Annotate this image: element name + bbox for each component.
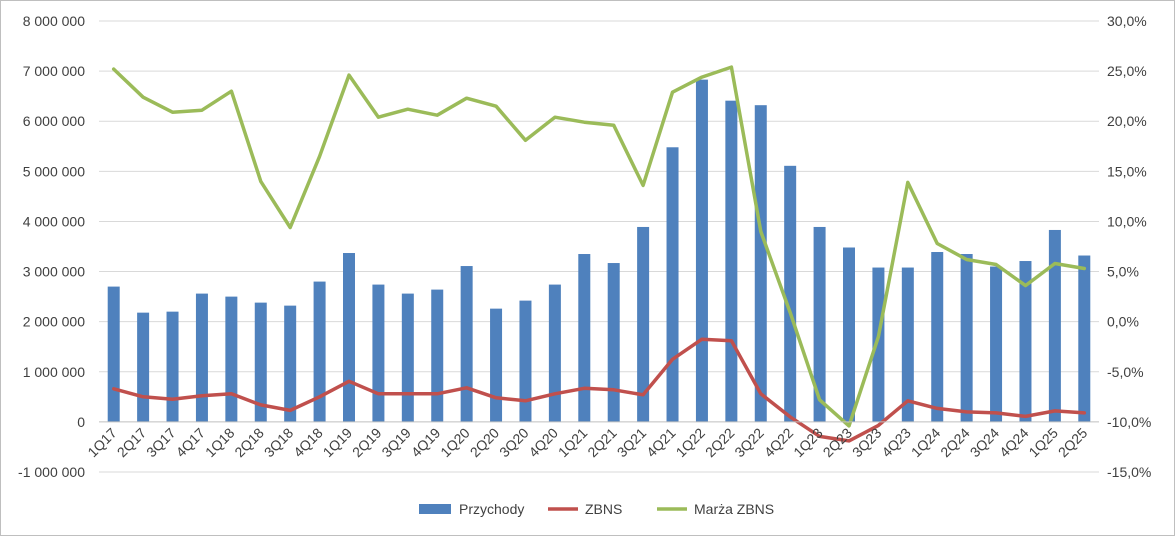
y-left-tick-label: 3 000 000 (23, 264, 85, 280)
bar-przychody (990, 266, 1003, 422)
bar-przychody (343, 253, 355, 422)
bar-przychody (637, 226, 650, 422)
y-left-tick-label: 1 000 000 (23, 364, 85, 380)
x-tick-label: 2Q25 (1055, 425, 1091, 461)
x-tick-label: 1Q24 (908, 425, 944, 461)
bar-przychody (107, 286, 120, 422)
x-tick-label: 4Q18 (290, 425, 326, 461)
x-tick-label: 1Q20 (437, 425, 473, 461)
gridlines (99, 20, 1099, 473)
bar-przychody (695, 79, 708, 422)
bar-przychody (607, 263, 620, 422)
bar-przychody (401, 293, 414, 422)
bar-przychody (901, 267, 914, 422)
y-right-tick-label: -10,0% (1107, 414, 1151, 430)
x-tick-label: 3Q23 (849, 425, 885, 461)
bar-przychody (137, 312, 150, 422)
bar-przychody (431, 289, 444, 422)
x-tick-label: 3Q17 (143, 425, 179, 461)
y-left-tick-label: 8 000 000 (23, 13, 85, 29)
y-right-tick-label: 20,0% (1107, 113, 1147, 129)
y-right-tick-label: 30,0% (1107, 13, 1147, 29)
bar-przychody (1078, 255, 1091, 422)
x-tick-label: 2Q19 (349, 425, 385, 461)
x-tick-label: 1Q25 (1025, 425, 1061, 461)
y-right-tick-label: -15,0% (1107, 464, 1151, 480)
legend-swatch (419, 504, 451, 514)
y-right-tick-label: 25,0% (1107, 63, 1147, 79)
x-tick-label: 4Q24 (996, 425, 1032, 461)
legend-label: Przychody (459, 501, 524, 517)
legend: Przychody ZBNS Marża ZBNS (419, 501, 774, 517)
bar-przychody (372, 284, 385, 422)
y-left-tick-label: 7 000 000 (23, 63, 85, 79)
x-tick-label: 2Q21 (584, 425, 620, 461)
bar-przychody (754, 105, 767, 422)
x-tick-label: 1Q19 (320, 425, 356, 461)
bar-przychody (931, 252, 944, 422)
x-tick-label: 2Q17 (114, 425, 150, 461)
bar-przychody (1048, 229, 1061, 422)
y-left-tick-label: 2 000 000 (23, 314, 85, 330)
bar-przychody (519, 300, 532, 422)
line-mar-a-zbns (111, 65, 1087, 428)
bar-przychody (254, 302, 267, 422)
bar-przychody (872, 267, 885, 422)
x-tick-label: 3Q20 (496, 425, 532, 461)
x-tick-label: 1Q22 (673, 425, 709, 461)
x-tick-label: 3Q22 (731, 425, 767, 461)
x-tick-label: 3Q24 (967, 425, 1003, 461)
x-tick-label: 4Q17 (173, 425, 209, 461)
lines (111, 65, 1087, 443)
bar-przychody (578, 254, 591, 422)
bar-przychody (284, 305, 297, 422)
bar-przychody (490, 308, 503, 422)
bar-przychody (725, 100, 738, 422)
bars-przychody (107, 79, 1091, 422)
bar-przychody (225, 296, 238, 422)
x-tick-label: 3Q21 (614, 425, 650, 461)
x-tick-label: 1Q23 (790, 425, 826, 461)
x-tick-label: 4Q21 (643, 425, 679, 461)
y-left-tick-label: 0 (77, 414, 85, 430)
y-right-tick-label: -5,0% (1107, 364, 1144, 380)
x-tick-label: 2Q22 (702, 425, 738, 461)
x-tick-label: 3Q18 (261, 425, 297, 461)
x-tick-label: 2Q24 (937, 425, 973, 461)
x-tick-label: 3Q19 (378, 425, 414, 461)
bar-przychody (1019, 261, 1032, 422)
bar-przychody (784, 165, 797, 422)
x-tick-label: 4Q19 (408, 425, 444, 461)
y-right-tick-label: 5,0% (1107, 264, 1139, 280)
bar-przychody (813, 226, 826, 422)
x-tick-label: 2Q18 (231, 425, 267, 461)
x-tick-label: 1Q18 (202, 425, 238, 461)
bar-przychody (548, 284, 561, 422)
x-tick-label: 1Q17 (84, 425, 120, 461)
x-tick-label: 4Q23 (878, 425, 914, 461)
bar-przychody (195, 293, 208, 422)
bar-przychody (843, 247, 855, 422)
x-tick-label: 4Q22 (761, 425, 797, 461)
y-right-tick-label: 10,0% (1107, 213, 1147, 229)
bar-przychody (666, 147, 679, 422)
y-left-tick-label: -1 000 000 (18, 464, 85, 480)
bar-przychody (460, 266, 473, 422)
y-left-tick-label: 5 000 000 (23, 163, 85, 179)
line-zbns (111, 337, 1087, 443)
y-right-tick-label: 0,0% (1107, 314, 1139, 330)
y-left-tick-label: 6 000 000 (23, 113, 85, 129)
bar-przychody (166, 311, 179, 422)
x-tick-label: 4Q20 (525, 425, 561, 461)
bar-przychody (313, 281, 326, 422)
legend-label: Marża ZBNS (694, 501, 774, 517)
y-right-tick-label: 15,0% (1107, 163, 1147, 179)
x-tick-label: 1Q21 (555, 425, 591, 461)
y-left-tick-label: 4 000 000 (23, 213, 85, 229)
bar-przychody (960, 254, 973, 422)
x-tick-label: 2Q20 (467, 425, 503, 461)
legend-label: ZBNS (585, 501, 622, 517)
